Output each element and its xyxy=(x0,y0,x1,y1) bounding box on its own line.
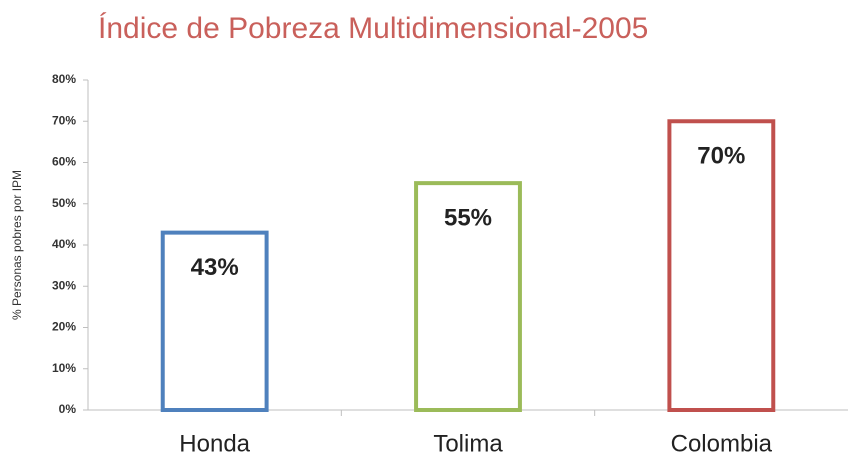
bar xyxy=(414,181,522,412)
x-tick-label: Honda xyxy=(179,430,250,457)
value-label: 70% xyxy=(697,143,745,170)
bar xyxy=(160,230,269,412)
bar xyxy=(667,119,776,412)
value-label: 55% xyxy=(444,204,492,231)
y-tick-label: 60% xyxy=(52,155,76,169)
y-tick-label: 30% xyxy=(52,278,76,292)
y-tick-label: 20% xyxy=(52,320,76,334)
y-tick-label: 0% xyxy=(59,402,77,416)
y-tick-label: 70% xyxy=(52,113,76,127)
x-tick-label: Colombia xyxy=(671,430,773,457)
y-tick-label: 10% xyxy=(52,361,76,375)
y-tick-label: 50% xyxy=(52,196,76,210)
x-tick-label: Tolima xyxy=(433,430,503,457)
y-axis-label: % Personas pobres por IPM xyxy=(10,170,24,320)
value-label: 43% xyxy=(191,254,239,281)
chart-title: Índice de Pobreza Multidimensional-2005 xyxy=(98,12,648,45)
y-tick-label: 80% xyxy=(52,72,76,86)
y-tick-label: 40% xyxy=(52,237,76,251)
